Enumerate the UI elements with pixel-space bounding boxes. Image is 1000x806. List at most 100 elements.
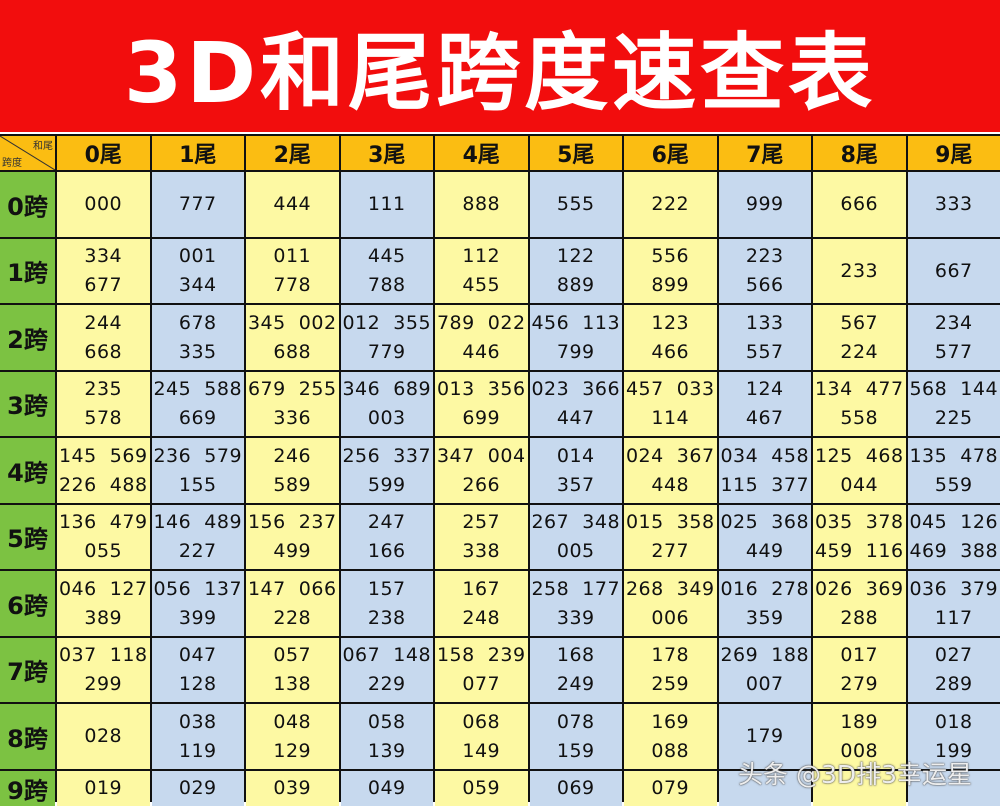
- cell-value: 133: [746, 312, 784, 334]
- cell-value: 668: [84, 341, 122, 363]
- row-header: 2跨: [0, 305, 55, 370]
- cell-value: 688: [273, 341, 311, 363]
- cell-value: 167: [462, 578, 500, 600]
- row-header: 1跨: [0, 239, 55, 304]
- cell-value: 346 689: [342, 378, 431, 400]
- cell-value: 499: [273, 540, 311, 562]
- cell-value: 226 488: [59, 474, 148, 496]
- page-title: 3D和尾跨度速查表: [0, 0, 1000, 132]
- cell-value: 048: [273, 711, 311, 733]
- column-header: 9尾: [908, 136, 1000, 170]
- cell-value: 155: [179, 474, 217, 496]
- table-cell: 777: [152, 172, 245, 237]
- cell-value: 259: [651, 673, 689, 695]
- table-cell: 233: [813, 239, 906, 304]
- table-corner-header: 和尾 跨度: [0, 136, 55, 170]
- cell-value: 224: [840, 341, 878, 363]
- cell-value: 338: [462, 540, 500, 562]
- cell-value: 168: [557, 644, 595, 666]
- cell-value: 257: [462, 511, 500, 533]
- cell-value: 788: [368, 274, 406, 296]
- cell-value: 777: [179, 193, 217, 215]
- cell-value: 678: [179, 312, 217, 334]
- cell-value: 125 468: [815, 445, 904, 467]
- cell-value: 117: [935, 607, 973, 629]
- cell-value: 778: [273, 274, 311, 296]
- cell-value: 469 388: [909, 540, 998, 562]
- cell-value: 444: [273, 193, 311, 215]
- cell-value: 799: [557, 341, 595, 363]
- cell-value: 036 379: [909, 578, 998, 600]
- cell-value: 256 337: [342, 445, 431, 467]
- cell-value: 017: [840, 644, 878, 666]
- cell-value: 277: [651, 540, 689, 562]
- cell-value: 055: [84, 540, 122, 562]
- cell-value: 556: [651, 245, 689, 267]
- cell-value: 068: [462, 711, 500, 733]
- cell-value: 779: [368, 341, 406, 363]
- cell-value: 999: [746, 193, 784, 215]
- table-cell: 125 468 044: [813, 438, 906, 503]
- cell-value: 899: [651, 274, 689, 296]
- cell-value: 248: [462, 607, 500, 629]
- cell-value: 578: [84, 407, 122, 429]
- cell-value: 245 588: [153, 378, 242, 400]
- table-cell: 268 349 006: [624, 571, 717, 636]
- cell-value: 229: [368, 673, 406, 695]
- cell-value: 888: [462, 193, 500, 215]
- cell-value: 049: [368, 777, 406, 799]
- cell-value: 299: [84, 673, 122, 695]
- column-header: 4尾: [435, 136, 528, 170]
- cell-value: 236 579: [153, 445, 242, 467]
- cell-value: 007: [746, 673, 784, 695]
- cell-value: 026 369: [815, 578, 904, 600]
- cell-value: 147 066: [248, 578, 337, 600]
- table-cell: 111: [341, 172, 434, 237]
- cell-value: 222: [651, 193, 689, 215]
- cell-value: 666: [840, 193, 878, 215]
- cell-value: 006: [651, 607, 689, 629]
- cell-value: 149: [462, 740, 500, 762]
- cell-value: 446: [462, 341, 500, 363]
- cell-value: 000: [84, 193, 122, 215]
- cell-value: 268 349: [626, 578, 715, 600]
- table-cell: 049: [341, 771, 434, 806]
- table-cell: 222: [624, 172, 717, 237]
- cell-value: 114: [651, 407, 689, 429]
- cell-value: 044: [840, 474, 878, 496]
